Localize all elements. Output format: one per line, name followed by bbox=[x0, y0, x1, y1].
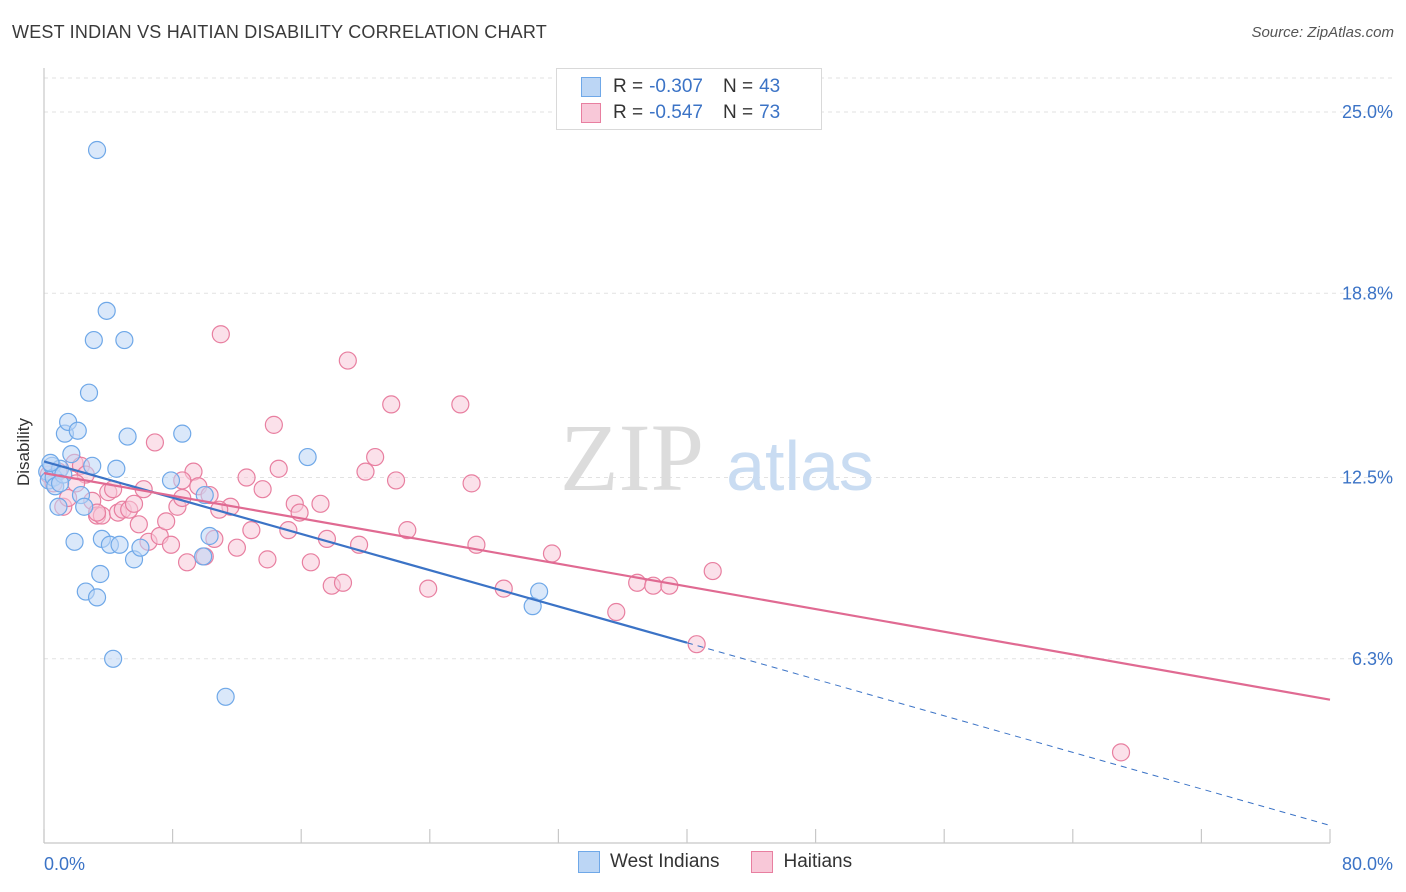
legend-n-value: 73 bbox=[759, 102, 781, 123]
haitians-point bbox=[211, 325, 230, 344]
haitians-point bbox=[660, 576, 679, 595]
haitians-point bbox=[161, 535, 181, 554]
haitians-point bbox=[145, 433, 165, 452]
west-indians-point bbox=[104, 649, 123, 668]
x-tick-label: 0.0% bbox=[44, 854, 85, 874]
y-tick-label: 25.0% bbox=[1342, 102, 1393, 122]
watermark-atlas: atlas bbox=[726, 427, 874, 505]
west-indians-point bbox=[97, 301, 116, 320]
haitians-point bbox=[129, 515, 148, 534]
west-indians-swatch bbox=[578, 851, 600, 873]
chart-title: WEST INDIAN VS HAITIAN DISABILITY CORREL… bbox=[12, 22, 547, 42]
west-indians-point bbox=[530, 582, 549, 601]
legend-r-value: -0.307 bbox=[649, 76, 703, 97]
legend-r-label: R = bbox=[613, 102, 644, 123]
haitians-point bbox=[242, 521, 261, 540]
haitians-point bbox=[542, 544, 562, 563]
correlation-legend: R = -0.307 N = 43 R = -0.547 N = 73 bbox=[556, 68, 822, 130]
y-tick-label: 18.8% bbox=[1342, 283, 1393, 303]
legend-n-label: N = bbox=[722, 102, 754, 123]
axes bbox=[43, 68, 1331, 844]
west-indians-point bbox=[298, 447, 317, 467]
haitians-point bbox=[419, 579, 438, 598]
haitians-point bbox=[366, 447, 385, 467]
haitians-point bbox=[311, 494, 330, 513]
west-indians-point bbox=[110, 535, 129, 554]
haitians-point bbox=[264, 415, 283, 434]
west-indians-point bbox=[131, 538, 150, 557]
legend-item-haitians: Haitians bbox=[751, 851, 852, 873]
legend-n-value: 43 bbox=[759, 76, 781, 97]
haitians-point bbox=[356, 462, 375, 481]
west-indians-points bbox=[38, 140, 549, 706]
legend-r-label: R = bbox=[613, 76, 644, 97]
haitians-point bbox=[607, 602, 626, 622]
haitians-point bbox=[237, 468, 256, 487]
west-indians-point bbox=[68, 421, 87, 440]
haitians-point bbox=[253, 480, 272, 499]
west-indians-point bbox=[200, 526, 219, 546]
legend-row-west-indians: R = -0.307 N = 43 bbox=[581, 74, 780, 100]
west-indians-point bbox=[115, 330, 134, 350]
west-indians-point bbox=[79, 383, 99, 402]
west-indians-point bbox=[107, 459, 126, 478]
haitians-point bbox=[333, 573, 353, 592]
haitians-point bbox=[451, 395, 470, 414]
haitians-swatch bbox=[751, 851, 774, 873]
west-indians-point bbox=[84, 330, 103, 350]
watermark-zip: ZIP bbox=[560, 404, 704, 511]
haitians-point bbox=[301, 553, 320, 572]
west-indians-point bbox=[118, 427, 137, 446]
haitians-point bbox=[269, 459, 288, 478]
west-indians-point bbox=[87, 140, 107, 160]
legend-n-label: N = bbox=[722, 76, 754, 97]
west-indians-point bbox=[216, 687, 235, 706]
legend-r-value: -0.547 bbox=[649, 102, 703, 123]
legend-label-west-indians: West Indians bbox=[610, 851, 720, 872]
haitians-point bbox=[687, 635, 706, 654]
haitians-point bbox=[382, 395, 401, 414]
series-legend: West Indians Haitians bbox=[578, 851, 884, 873]
west-indians-point bbox=[62, 445, 81, 464]
west-indians-swatch bbox=[581, 77, 601, 97]
haitians-point bbox=[227, 538, 246, 557]
haitians-point bbox=[1111, 743, 1131, 762]
legend-item-west-indians: West Indians bbox=[578, 851, 719, 873]
haitians-point bbox=[177, 553, 197, 572]
haitians-points bbox=[39, 325, 1131, 762]
y-tick-label: 6.3% bbox=[1352, 649, 1393, 669]
haitians-trend-line bbox=[43, 472, 1331, 701]
west-indians-point bbox=[75, 497, 94, 516]
tick-labels: 25.0% 18.8% 12.5% 6.3% 0.0% 80.0% bbox=[44, 102, 1393, 874]
west-indians-point bbox=[65, 532, 84, 551]
haitians-point bbox=[124, 494, 144, 513]
watermark: ZIP atlas bbox=[560, 404, 874, 511]
west-indians-point bbox=[195, 485, 214, 505]
source-label: Source: ZipAtlas.com bbox=[1251, 24, 1394, 41]
west-indians-point bbox=[49, 497, 68, 516]
haitians-point bbox=[398, 521, 417, 540]
west-indians-point bbox=[87, 588, 107, 607]
haitians-point bbox=[338, 351, 357, 370]
haitians-point bbox=[258, 550, 277, 569]
legend-label-haitians: Haitians bbox=[783, 851, 853, 872]
x-tick-label: 80.0% bbox=[1342, 854, 1393, 874]
haitians-point bbox=[157, 512, 176, 531]
y-tick-label: 12.5% bbox=[1342, 468, 1393, 488]
west-indians-point bbox=[194, 547, 213, 566]
trend-lines bbox=[43, 460, 1331, 826]
haitians-point bbox=[386, 471, 406, 490]
west-indians-point bbox=[173, 424, 192, 443]
west-indians-point bbox=[91, 564, 110, 584]
y-axis-label: Disability bbox=[14, 417, 33, 486]
west-indians-point bbox=[161, 471, 181, 490]
haitians-point bbox=[703, 561, 722, 581]
west-indians-point bbox=[83, 456, 102, 475]
legend-row-haitians: R = -0.547 N = 73 bbox=[581, 100, 780, 126]
west-indians-trend-extension bbox=[686, 642, 1331, 826]
haitians-swatch bbox=[581, 103, 601, 123]
haitians-point bbox=[462, 474, 481, 493]
